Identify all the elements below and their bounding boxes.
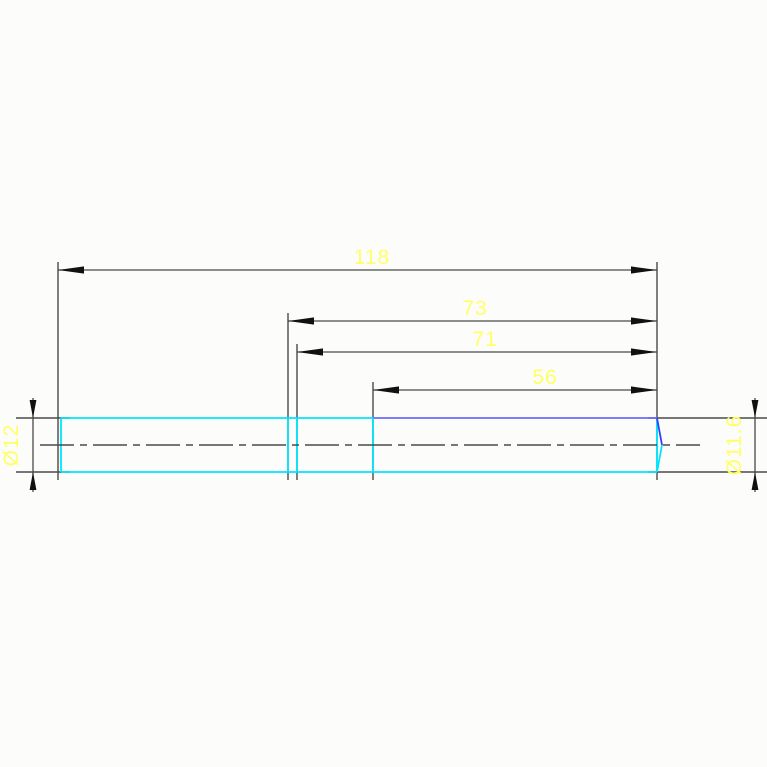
arrowhead-73-right xyxy=(631,317,657,325)
diameter-arrowheads xyxy=(29,400,759,490)
extension-lines xyxy=(16,262,767,480)
dimension-label-diameter-left: Ø12 xyxy=(0,424,23,467)
dimension-label-diameter-right: Ø11.6 xyxy=(723,415,746,476)
arrowhead-56-left xyxy=(373,386,399,394)
arrowhead-71-left xyxy=(297,348,323,356)
dimension-label-71: 71 xyxy=(472,328,497,351)
arrowhead-118-right xyxy=(631,266,657,274)
dimension-label-73: 73 xyxy=(462,297,487,320)
arrowhead-118-left xyxy=(58,266,84,274)
part-chamfer-upper xyxy=(656,417,663,446)
dimension-arrowheads xyxy=(58,266,657,394)
part-chamfer-lower xyxy=(656,444,663,473)
dimension-labels: 118 73 71 56 Ø12 Ø11.6 xyxy=(0,246,746,475)
dimension-label-56: 56 xyxy=(532,366,557,389)
arrowhead-56-right xyxy=(631,386,657,394)
arrowhead-dia-left-top xyxy=(29,400,37,418)
arrowhead-dia-left-bottom xyxy=(29,472,37,490)
dimension-lines xyxy=(58,269,657,391)
arrowhead-71-right xyxy=(631,348,657,356)
dimension-label-118: 118 xyxy=(354,246,390,269)
arrowhead-73-left xyxy=(288,317,314,325)
arrowhead-dia-right-top xyxy=(751,400,759,418)
arrowhead-dia-right-bottom xyxy=(751,472,759,490)
